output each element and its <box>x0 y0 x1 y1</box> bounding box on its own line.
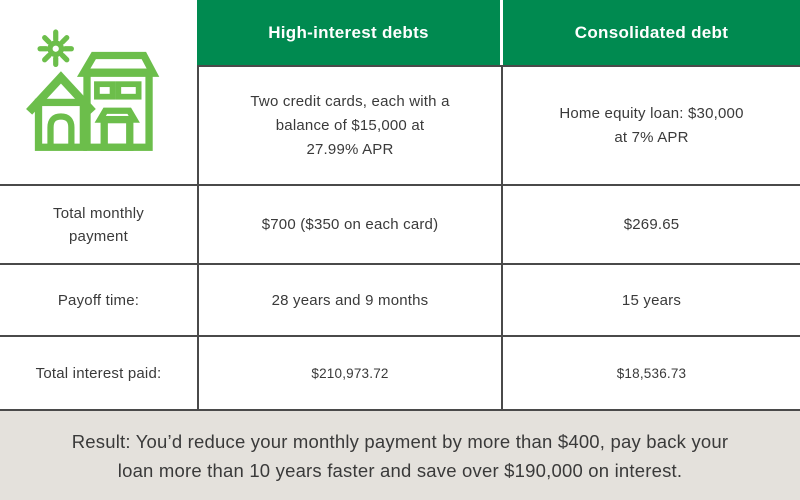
divider-above-footer <box>0 409 800 411</box>
row-label-total-interest-paid: Total interest paid: <box>35 364 162 382</box>
row-label-total-monthly-payment: Total monthly payment <box>53 204 144 245</box>
row-label-payoff-time: Payoff time: <box>57 291 140 309</box>
divider-column-1 <box>197 65 199 411</box>
value-payoff-time-consolidated: 15 years <box>621 291 682 309</box>
illustration-cell <box>0 0 197 184</box>
value-monthly-payment-consolidated: $269.65 <box>623 216 680 233</box>
column-header-high-interest: High-interest debts <box>197 0 500 66</box>
description-consolidated: Home equity loan: $30,000 at 7% APR <box>559 104 744 146</box>
value-monthly-payment-high: $700 ($350 on each card) <box>261 216 439 233</box>
house-with-sun-icon <box>25 29 159 151</box>
divider-row-3 <box>0 335 800 337</box>
result-band: Result: You’d reduce your monthly paymen… <box>0 411 800 500</box>
divider-column-2 <box>501 65 503 411</box>
value-total-interest-high: $210,973.72 <box>311 365 389 381</box>
result-summary: Result: You’d reduce your monthly paymen… <box>71 430 729 481</box>
value-total-interest-consolidated: $18,536.73 <box>616 365 687 381</box>
column-header-consolidated: Consolidated debt <box>503 0 800 66</box>
divider-row-2 <box>0 263 800 265</box>
description-high-interest: Two credit cards, each with a balance of… <box>250 92 450 158</box>
value-payoff-time-high: 28 years and 9 months <box>271 291 429 309</box>
divider-below-headers <box>197 65 800 67</box>
divider-row-1 <box>0 184 800 186</box>
